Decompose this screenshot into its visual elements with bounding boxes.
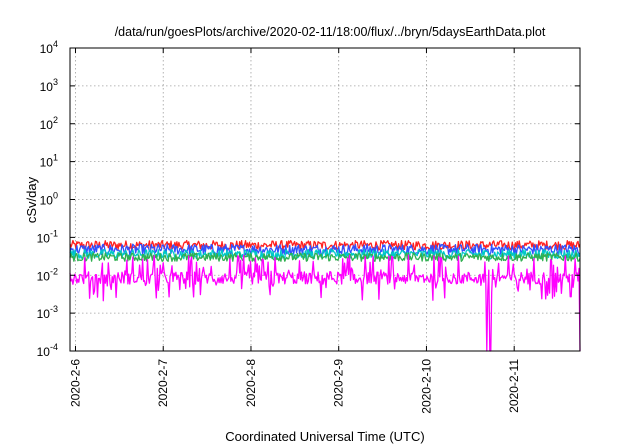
x-tick-label: 2020-2-11 — [507, 359, 521, 413]
x-axis-ticks: 2020-2-6 2020-2-7 2020-2-8 2020-2-9 2020-2-1… — [68, 48, 521, 414]
y-tick-label: 10-2 — [37, 266, 58, 283]
y-tick-label: 102 — [40, 115, 58, 132]
x-axis-title: Coordinated Universal Time (UTC) — [225, 429, 424, 444]
y-tick-label: 101 — [40, 153, 58, 170]
series-line — [69, 239, 581, 251]
series-line — [69, 248, 581, 260]
x-tick-label: 2020-2-8 — [244, 359, 258, 407]
y-tick-label: 103 — [40, 77, 58, 94]
y-tick-label: 100 — [40, 191, 58, 208]
y-axis-title: cSv/day — [24, 176, 39, 223]
chart-title: /data/run/goesPlots/archive/2020-02-11/1… — [115, 25, 546, 39]
y-tick-label: 10-3 — [37, 304, 58, 321]
y-axis-ticks: 10-4 10-3 10-2 10-1 100 101 102 103 104 — [37, 39, 580, 359]
y-tick-label: 10-4 — [37, 342, 58, 359]
series-line — [69, 254, 581, 352]
x-tick-label: 2020-2-10 — [419, 359, 433, 414]
grid — [70, 48, 580, 351]
x-tick-label: 2020-2-7 — [156, 359, 170, 407]
y-tick-label: 104 — [40, 39, 58, 56]
series-lines — [69, 239, 581, 352]
x-tick-label: 2020-2-9 — [332, 359, 346, 407]
x-tick-label: 2020-2-6 — [68, 359, 82, 407]
y-tick-label: 10-1 — [37, 228, 58, 245]
